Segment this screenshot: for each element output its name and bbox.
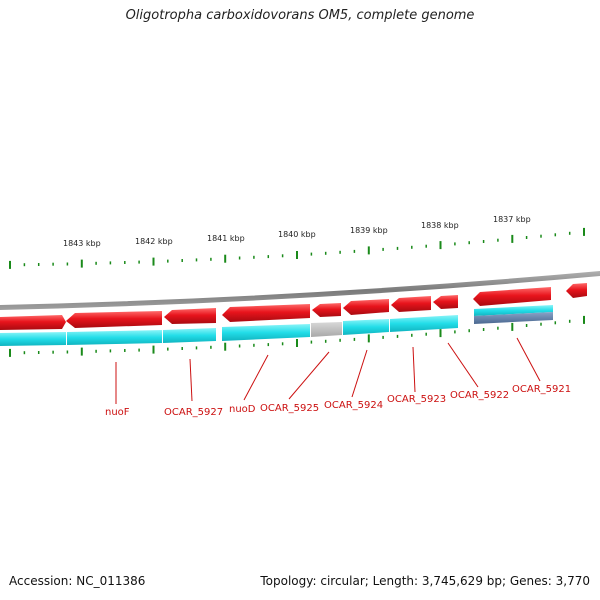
gene-label-nuoD[interactable]: nuoD — [229, 404, 256, 415]
leader-line-OCAR_5923 — [412, 346, 416, 393]
lower-tick-track — [9, 315, 585, 357]
gene-bar-7[interactable] — [390, 315, 458, 332]
gene-bar-6[interactable] — [343, 319, 389, 335]
kbp-label-1843: 1843 kbp — [63, 239, 101, 248]
gene-label-OCAR_5925[interactable]: OCAR_5925 — [260, 403, 319, 414]
accession-label: Accession: NC_011386 — [9, 574, 146, 588]
topology-label: Topology: circular; Length: 3,745,629 bp… — [260, 574, 590, 588]
cds-arrow-OCAR_5924[interactable] — [343, 299, 389, 315]
gene-bar-1[interactable] — [0, 332, 66, 346]
cds-arrow-partial-right[interactable] — [566, 283, 587, 298]
cds-arrow-OCAR_5927[interactable] — [164, 308, 216, 324]
cds-arrow-nuoF[interactable] — [66, 311, 162, 328]
gene-label-OCAR_5921[interactable]: OCAR_5921 — [512, 384, 571, 395]
kbp-label-1841: 1841 kbp — [207, 234, 245, 243]
cds-arrow-OCAR_5921[interactable] — [473, 287, 551, 306]
gene-label-OCAR_5923[interactable]: OCAR_5923 — [387, 394, 446, 405]
upper-tick-track — [9, 227, 585, 269]
kbp-label-1842: 1842 kbp — [135, 237, 173, 246]
gene-bar-5-gray[interactable] — [311, 322, 342, 337]
genome-title: Oligotropha carboxidovorans OM5, complet… — [125, 8, 475, 23]
leader-line-nuoD — [243, 354, 269, 401]
kbp-label-1837: 1837 kbp — [493, 215, 531, 224]
gene-bar-2[interactable] — [67, 330, 162, 345]
leader-line-OCAR_5924 — [351, 349, 368, 398]
cds-arrow-nuoF-left[interactable] — [0, 315, 66, 330]
gene-bar-3[interactable] — [163, 328, 216, 343]
leader-line-OCAR_5925 — [288, 351, 330, 400]
kbp-label-1839: 1839 kbp — [350, 226, 388, 235]
cds-arrow-nuoD[interactable] — [222, 304, 310, 322]
genome-backbone — [0, 271, 600, 310]
leader-line-OCAR_5927 — [189, 358, 193, 402]
cds-arrow-OCAR_5922[interactable] — [433, 295, 458, 309]
gene-bar-4[interactable] — [222, 324, 310, 341]
gene-label-OCAR_5924[interactable]: OCAR_5924 — [324, 400, 383, 411]
gene-label-OCAR_5927[interactable]: OCAR_5927 — [164, 407, 223, 418]
gene-label-nuoF[interactable]: nuoF — [105, 407, 130, 418]
leader-line-OCAR_5921 — [516, 337, 541, 382]
leader-line-OCAR_5922 — [447, 342, 479, 388]
kbp-label-1838: 1838 kbp — [421, 221, 459, 230]
gene-label-OCAR_5922[interactable]: OCAR_5922 — [450, 390, 509, 401]
gene-bar-8-steel[interactable] — [474, 312, 553, 324]
cds-arrow-OCAR_5925[interactable] — [312, 303, 341, 317]
cds-arrow-OCAR_5923[interactable] — [391, 296, 431, 312]
kbp-label-1840: 1840 kbp — [278, 230, 316, 239]
gene-bar-8[interactable] — [474, 305, 553, 316]
